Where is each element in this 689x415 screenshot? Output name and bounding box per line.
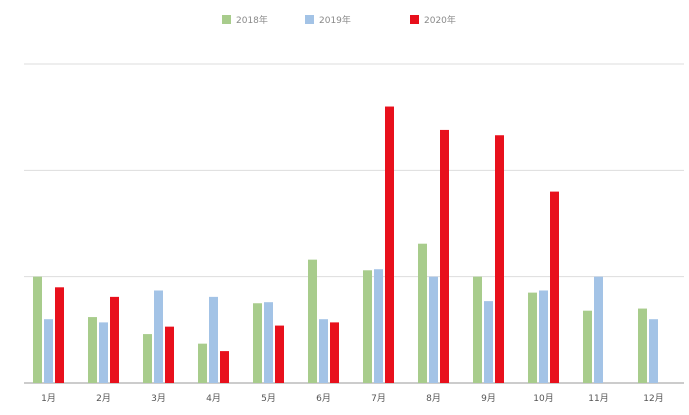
bar [583, 310, 592, 383]
bar [154, 290, 163, 383]
bar [429, 276, 438, 383]
bar [649, 319, 658, 383]
x-tick-label: 8月 [426, 393, 441, 404]
bar [110, 296, 119, 383]
bar [253, 303, 262, 383]
bar [440, 129, 449, 383]
bar [330, 322, 339, 383]
bar [385, 106, 394, 384]
bar [473, 276, 482, 383]
legend-label: 2019年 [319, 14, 351, 26]
bar [539, 290, 548, 383]
bar [99, 322, 108, 383]
bar [363, 270, 372, 383]
bar [143, 334, 152, 383]
bar [264, 302, 273, 383]
bar [418, 243, 427, 383]
bar [374, 269, 383, 383]
chart-legend: 2018年 2019年 2020年 [222, 14, 456, 26]
gridlines [24, 63, 684, 384]
bar-series [33, 106, 658, 384]
legend-swatch [222, 15, 231, 24]
legend-label: 2018年 [236, 14, 268, 26]
bar [484, 301, 493, 383]
x-tick-label: 3月 [151, 393, 166, 404]
bar [528, 292, 537, 383]
bar [638, 308, 647, 383]
bar [209, 296, 218, 383]
bar [44, 319, 53, 383]
bar [319, 319, 328, 383]
bar [165, 326, 174, 383]
bar [198, 343, 207, 383]
x-tick-label: 12月 [643, 393, 663, 404]
x-tick-label: 4月 [206, 393, 221, 404]
x-tick-label: 10月 [533, 393, 553, 404]
bar [275, 325, 284, 383]
bar [495, 135, 504, 383]
x-tick-label: 7月 [371, 393, 386, 404]
bar [308, 259, 317, 383]
bar [550, 191, 559, 383]
x-axis-tick-labels: 1月 2月 3月 4月 5月 6月 7月 8月 9月 10月 11月 12月 [41, 393, 664, 404]
x-tick-label: 6月 [316, 393, 331, 404]
bar [33, 276, 42, 383]
bar [594, 276, 603, 383]
bar [55, 287, 64, 383]
bar [220, 351, 229, 383]
bar [88, 317, 97, 383]
legend-swatch [410, 15, 419, 24]
x-tick-label: 11月 [588, 393, 608, 404]
legend-swatch [305, 15, 314, 24]
x-tick-label: 1月 [41, 393, 56, 404]
legend-label: 2020年 [424, 14, 456, 26]
x-tick-label: 9月 [481, 393, 496, 404]
x-tick-label: 2月 [96, 393, 111, 404]
x-tick-label: 5月 [261, 393, 276, 404]
